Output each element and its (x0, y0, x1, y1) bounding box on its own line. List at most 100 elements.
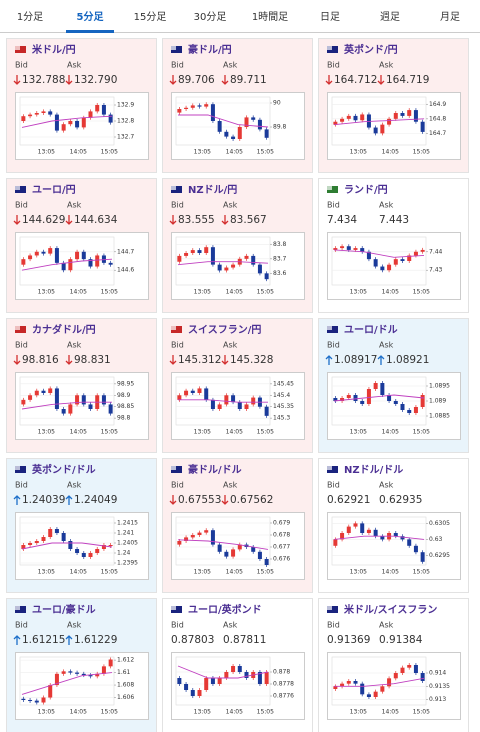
candle-body (54, 114, 59, 131)
x-tick-label: 15:05 (413, 149, 430, 156)
candle-body (224, 131, 229, 137)
y-tick-label: 132.7 (117, 134, 134, 141)
candle-body (101, 105, 106, 115)
quote-card[interactable]: ランド/円 Bid Ask 7.434 7.443 7.43 7.44 13:05 14:05 1… (318, 178, 469, 313)
bid-value: 98.816 (22, 354, 59, 366)
quote-card[interactable]: 豪ドル/円 Bid Ask 89.706 89.711 89.8 90 13:05 14:05 1… (162, 38, 313, 173)
candle-body (210, 399, 215, 409)
ask-label: Ask (67, 481, 82, 490)
flag-icon (15, 466, 26, 473)
y-tick-label: 1.61 (117, 669, 131, 676)
x-tick-label: 13:05 (350, 149, 367, 156)
moving-average (21, 401, 112, 410)
tab[interactable]: 1時間足 (252, 11, 288, 23)
direction-arrow (221, 355, 229, 365)
pair-name[interactable]: 英ポンド/円 (343, 43, 398, 56)
pair-name[interactable]: 英ポンド/ドル (31, 463, 96, 476)
quote-card[interactable]: ユーロ/英ポンド Bid Ask 0.87803 0.87811 0.8776 0.8778… (162, 598, 313, 732)
pair-name[interactable]: カナダドル/円 (32, 323, 96, 336)
candle-body (48, 529, 53, 537)
ask-value: 1.24049 (74, 494, 117, 506)
candle-body (81, 117, 86, 128)
candle-body (231, 136, 236, 139)
candle-body (346, 115, 351, 119)
pair-name[interactable]: ユーロ/英ポンド (188, 603, 262, 616)
y-tick-label: 83.8 (273, 241, 287, 248)
y-tick-label: 0.676 (273, 556, 290, 563)
candle-body (95, 255, 100, 267)
tab[interactable]: 15分足 (134, 11, 167, 23)
pair-name[interactable]: NZドル/ドル (344, 464, 403, 476)
quote-card[interactable]: NZドル/ドル Bid Ask 0.62921 0.62935 0.6295 0.63 0.6… (318, 458, 469, 593)
candle-body (88, 553, 93, 557)
quote-card[interactable]: 米ドル/スイスフラン Bid Ask 0.91369 0.91384 0.913 0.913… (318, 598, 469, 732)
plot-area (331, 516, 427, 566)
direction-arrow (169, 495, 177, 505)
candle-body (244, 117, 249, 127)
pair-name[interactable]: スイスフラン/円 (188, 324, 261, 336)
candle-body (340, 246, 345, 249)
bid-value: 0.91369 (327, 634, 370, 646)
candle-body (413, 665, 418, 673)
pair-name[interactable]: 豪ドル/円 (188, 43, 232, 56)
tab[interactable]: 30分足 (194, 11, 227, 23)
bid-label: Bid (327, 621, 340, 630)
candle-body (217, 121, 222, 132)
pair-name[interactable]: 米ドル/スイスフラン (344, 603, 437, 616)
candle-body (420, 395, 425, 407)
x-tick-label: 13:05 (350, 709, 367, 716)
x-tick-label: 14:05 (226, 149, 243, 156)
tab[interactable]: 日足 (320, 11, 340, 23)
quote-card[interactable]: カナダドル/円 Bid Ask 98.816 98.831 98.8 98.85 98.9 98… (6, 318, 157, 453)
y-tick-label: 98.85 (117, 403, 134, 410)
pair-name[interactable]: 米ドル/円 (32, 43, 76, 56)
y-tick-label: 145.35 (273, 403, 294, 410)
pair-name[interactable]: ユーロ/円 (32, 184, 76, 196)
bid-label: Bid (15, 61, 28, 70)
candle-body (101, 255, 106, 263)
pair-name[interactable]: ランド/円 (344, 184, 388, 196)
tab[interactable]: 5分足 (77, 10, 105, 23)
quote-card[interactable]: NZドル/円 Bid Ask 83.555 83.567 83.6 83.7 83.8 13:0… (162, 178, 313, 313)
bid-value: 164.712 (334, 74, 377, 86)
x-tick-label: 14:05 (226, 289, 243, 296)
bid-value: 0.67553 (178, 494, 221, 506)
tab[interactable]: 1分足 (17, 11, 43, 23)
bid-value: 7.434 (327, 214, 357, 226)
pair-name[interactable]: NZドル/円 (188, 184, 237, 196)
ask-value: 1.61229 (74, 634, 117, 646)
tab[interactable]: 月足 (440, 11, 460, 23)
x-tick-label: 13:05 (194, 569, 211, 576)
candle-body (373, 127, 378, 134)
candle-body (61, 671, 66, 674)
x-tick-label: 15:05 (101, 709, 118, 716)
bid-label: Bid (15, 341, 28, 350)
bid-label: Bid (327, 481, 340, 490)
flag-icon (15, 326, 26, 333)
ask-label: Ask (67, 201, 82, 210)
ask-label: Ask (379, 481, 394, 490)
pair-name[interactable]: ユーロ/豪ドル (32, 603, 96, 616)
tab[interactable]: 週足 (380, 11, 400, 23)
candle-body (333, 539, 338, 546)
moving-average (21, 672, 113, 695)
y-tick-label: 164.7 (429, 130, 446, 137)
pair-name[interactable]: ユーロ/ドル (344, 324, 398, 336)
pair-name[interactable]: 豪ドル/ドル (188, 463, 242, 476)
candle-body (41, 390, 46, 393)
candle-body (34, 113, 39, 115)
candle-body (400, 259, 405, 261)
flag-icon (327, 186, 338, 193)
candle-body (237, 402, 242, 409)
chart-frame (327, 232, 461, 300)
candle-body (420, 673, 425, 681)
y-tick-label: 1.606 (117, 694, 134, 701)
